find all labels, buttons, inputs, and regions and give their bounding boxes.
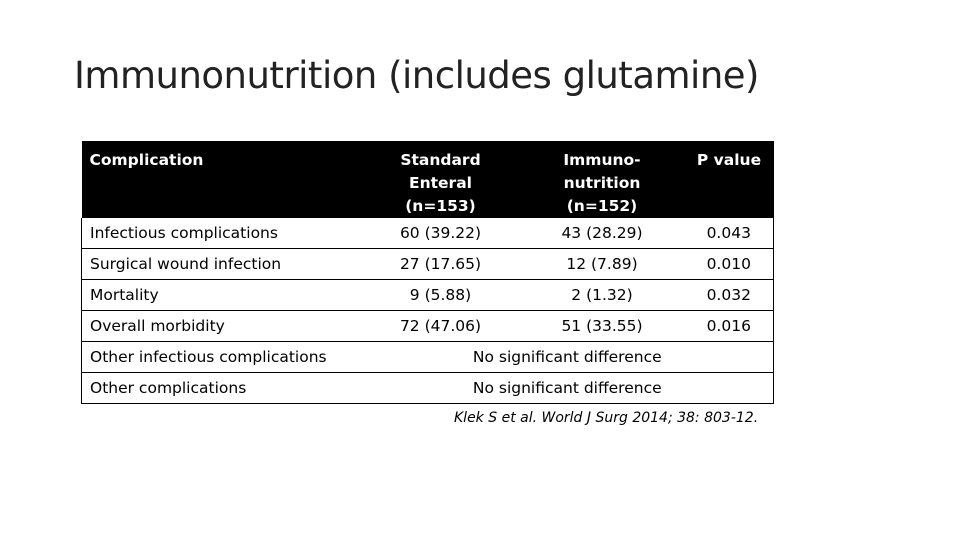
table-row: Other complications No significant diffe… (81, 372, 774, 404)
row-immuno-value: 43 (28.29) (519, 218, 685, 249)
row-immuno-value: 12 (7.89) (519, 248, 685, 280)
row-standard-value: 72 (47.06) (361, 310, 520, 342)
row-p-value: 0.016 (684, 310, 774, 342)
table-row: Overall morbidity 72 (47.06) 51 (33.55) … (81, 310, 774, 342)
header-immuno-nutrition-n: (n=152) (566, 197, 638, 215)
row-merged-note: No significant difference (361, 372, 774, 404)
results-table: Complication Standard Enteral (n=153) Im… (81, 141, 774, 404)
table-row: Other infectious complications No signif… (81, 341, 774, 373)
row-complication-name: Other complications (81, 372, 362, 404)
row-p-value: 0.010 (684, 248, 774, 280)
table-row: Surgical wound infection 27 (17.65) 12 (… (81, 248, 774, 280)
table-row: Mortality 9 (5.88) 2 (1.32) 0.032 (81, 279, 774, 311)
row-merged-note: No significant difference (361, 341, 774, 373)
header-immuno-nutrition-label: Immuno-nutrition (563, 151, 641, 192)
row-complication-name: Surgical wound infection (81, 248, 362, 280)
citation: Klek S et al. World J Surg 2014; 38: 803… (454, 410, 759, 426)
header-p-value: P value (696, 151, 762, 169)
row-complication-name: Mortality (81, 279, 362, 311)
table-header-row: Complication Standard Enteral (n=153) Im… (81, 141, 774, 218)
header-complication: Complication (89, 151, 204, 169)
row-immuno-value: 2 (1.32) (519, 279, 685, 311)
slide-title: Immunonutrition (includes glutamine) (74, 54, 759, 97)
header-standard-enteral-label: Standard Enteral (400, 151, 481, 192)
header-standard-enteral: Standard Enteral (n=153) (362, 141, 520, 218)
header-standard-enteral-n: (n=153) (405, 197, 476, 215)
row-p-value: 0.032 (684, 279, 774, 311)
row-standard-value: 9 (5.88) (361, 279, 520, 311)
row-standard-value: 60 (39.22) (361, 218, 520, 249)
row-complication-name: Other infectious complications (81, 341, 362, 373)
row-immuno-value: 51 (33.55) (519, 310, 685, 342)
row-standard-value: 27 (17.65) (361, 248, 520, 280)
row-complication-name: Overall morbidity (81, 310, 362, 342)
row-complication-name: Infectious complications (81, 218, 362, 249)
table-row: Infectious complications 60 (39.22) 43 (… (81, 218, 774, 249)
row-p-value: 0.043 (684, 218, 774, 249)
header-immuno-nutrition: Immuno-nutrition (n=152) (520, 141, 685, 218)
